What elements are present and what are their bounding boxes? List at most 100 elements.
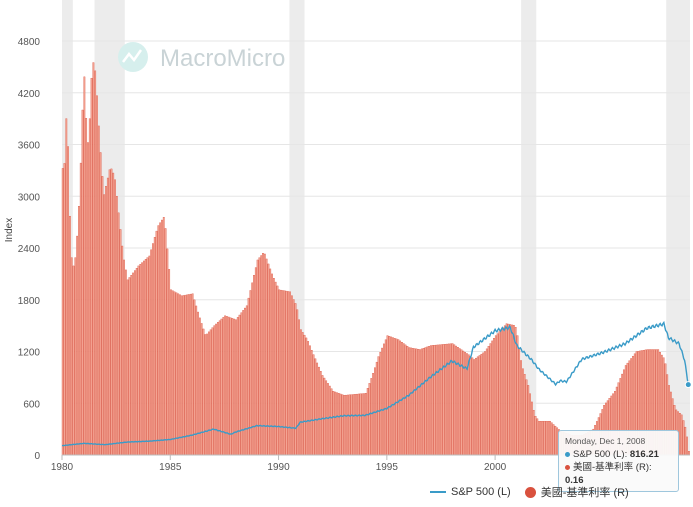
rate-bar [527,385,530,456]
x-tick-label: 1985 [159,462,182,473]
rate-bar [74,257,77,456]
rate-bar [525,379,528,456]
sp500-line-group [61,320,689,447]
rate-bar [106,177,109,456]
x-tick-label: 1990 [267,462,290,473]
rate-bar [438,344,441,456]
rate-bar [105,186,107,456]
rate-bar [262,253,264,456]
y-tick-label: 600 [23,399,40,410]
rate-bar [69,215,71,456]
rate-bar [489,343,492,456]
rate-bar [126,279,129,456]
rate-bar [117,212,120,456]
rate-bar [487,346,490,456]
rate-bar [242,310,245,456]
rate-bar [471,357,474,456]
rate-bar [514,327,517,456]
rate-bar [496,333,499,456]
rate-bar [502,327,504,456]
x-tick-label: 1980 [51,462,74,473]
rate-bar [518,347,521,456]
rate-bar [339,393,342,456]
rate-bar [143,260,145,456]
legend-item-sp500[interactable]: S&P 500 (L) [430,486,511,498]
rate-bar [422,348,425,456]
rate-bar [296,309,299,456]
rate-bar [236,317,239,456]
rate-bar [536,418,539,456]
rate-bar [359,393,362,456]
rate-bar [182,295,185,456]
rate-bar [368,383,371,456]
rate-bar [211,327,214,456]
rate-bar [682,420,685,456]
rate-bar [383,343,385,456]
rate-bar [310,349,313,456]
rate-bar [431,345,434,456]
y-tick-label: 3000 [18,192,41,203]
rate-bar [493,338,495,456]
rate-bar [399,340,402,456]
recession-band [521,0,537,455]
rate-bar [184,294,187,456]
tooltip-rate-row: 美國-基準利率 (R): 0.16 [565,461,672,487]
rate-bar [287,291,290,456]
rate-bar [531,401,533,456]
rate-bar [516,335,519,456]
rate-bar [191,293,194,456]
x-tick-label: 2000 [484,462,507,473]
rate-bar [72,265,75,456]
rate-bar [420,348,423,456]
rate-bar [688,451,690,456]
rate-bar [684,426,687,456]
rate-bar [121,245,124,456]
rate-bar [155,230,158,456]
rate-bar [101,176,104,456]
rate-bar [173,291,176,456]
rate-bar [484,351,486,456]
legend-item-rate[interactable]: 美國-基準利率 (R) [524,484,629,500]
rate-bar [189,293,192,456]
y-tick-label: 1200 [18,348,41,359]
rate-bar [686,436,688,456]
rate-bar [249,290,252,456]
rate-bars [61,62,690,456]
rate-dot-icon [565,464,570,470]
tooltip: Monday, Dec 1, 2008 S&P 500 (L): 816.21 … [558,430,679,492]
rate-bar [76,235,79,456]
rate-bar [408,347,411,456]
rate-bar [413,348,416,456]
rate-bar [108,169,111,456]
rate-bar [285,290,288,456]
rate-bar [319,371,322,456]
rate-bar [552,424,555,456]
rate-bar [482,352,485,456]
rate-bar [119,229,122,456]
rate-bar [512,325,515,456]
legend: S&P 500 (L) 美國-基準利率 (R) [430,484,629,500]
rate-bar [166,248,169,456]
y-axis-label: Index [4,218,15,242]
rate-bar [301,332,304,456]
rate-bar [233,318,236,456]
rate-bar [240,312,243,456]
rate-bar [198,317,201,456]
rate-bar [379,351,382,456]
rate-bar [294,303,297,456]
rate-bar [88,118,91,456]
rate-bar [153,237,156,456]
rate-bar [523,374,526,456]
rate-bar [509,324,512,456]
circle-swatch-icon [524,486,536,498]
rate-bar [543,420,546,456]
rate-bar [85,118,88,456]
rate-bar [244,307,246,456]
rate-bar [361,393,364,456]
rate-bar [318,366,320,456]
rate-bar [83,76,86,456]
rate-bar [134,270,136,456]
rate-bar [348,394,351,456]
rate-bar [540,420,542,456]
rate-bar [188,294,190,456]
